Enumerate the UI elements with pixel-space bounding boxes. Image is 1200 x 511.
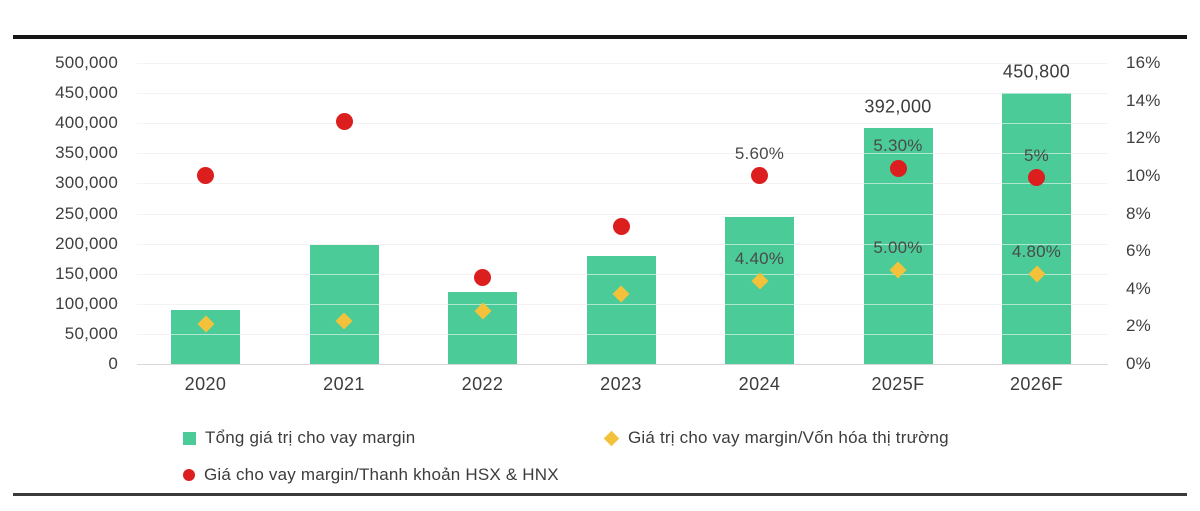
gridline-overlay: [137, 333, 1108, 335]
gridline-overlay: [137, 273, 1108, 275]
gridline-overlay: [137, 183, 1108, 185]
y-axis-right-tick-label: 14%: [1126, 90, 1161, 110]
red-dot-marker-2020: [197, 167, 214, 185]
diamond-value-label: 4.40%: [734, 249, 785, 269]
x-axis-category-label: 2022: [461, 374, 504, 394]
red-circle-icon: [183, 469, 195, 481]
y-axis-right-tick-label: 16%: [1126, 53, 1161, 72]
y-axis-left-tick-label: 500,000: [55, 53, 118, 72]
diamond-value-label: 4.80%: [1011, 241, 1062, 261]
red-dot-marker-2026F: [1028, 169, 1045, 187]
y-axis-right-tick-label: 10%: [1126, 165, 1161, 185]
red-dot-value-label: 5.60%: [734, 143, 785, 163]
red-dot-marker-2025F: [889, 159, 907, 177]
legend-label: Giá cho vay margin/Thanh khoản HSX & HNX: [204, 465, 559, 484]
y-axis-left-tick-label: 150,000: [55, 263, 118, 283]
y-axis-left-tick-label: 300,000: [55, 173, 118, 193]
x-axis-category-label: 2023: [600, 374, 642, 394]
y-axis-right-tick-label: 12%: [1126, 128, 1161, 148]
gridline-overlay: [137, 93, 1108, 95]
bar-value-label: 450,800: [1002, 61, 1071, 82]
x-axis-category-label: 2026F: [1009, 374, 1064, 394]
y-axis-right-tick-label: 6%: [1126, 241, 1151, 261]
yellow-diamond-icon: [603, 430, 620, 446]
x-axis-category-label: 2021: [323, 374, 365, 394]
diamond-value-label: 5.00%: [873, 237, 923, 257]
legend-item-margin-to-liquidity: Giá cho vay margin/Thanh khoản HSX & HNX: [183, 465, 559, 485]
y-axis-right-tick-label: 8%: [1126, 203, 1151, 223]
y-axis-left-tick-label: 250,000: [55, 203, 118, 223]
bar-2026F: [1002, 92, 1071, 364]
y-axis-right-tick-label: 4%: [1126, 278, 1151, 298]
bar-2023: [586, 255, 656, 364]
legend-item-margin-to-marketcap: Giá trị cho vay margin/Vốn hóa thị trườn…: [603, 428, 949, 448]
gridline-overlay: [137, 213, 1108, 215]
x-axis-category-label: 2024: [738, 374, 781, 394]
y-axis-left-tick-label: 350,000: [55, 143, 118, 163]
x-axis-category-label: 2020: [184, 374, 227, 394]
gridline-overlay: [137, 303, 1108, 305]
y-axis-left-tick-label: 50,000: [64, 323, 118, 343]
red-dot-marker-2022: [474, 268, 491, 286]
red-dot-value-label: 5.30%: [873, 136, 923, 156]
green-square-icon: [183, 431, 196, 445]
red-dot-value-label: 5%: [1024, 145, 1049, 165]
x-axis-category-label: 2025F: [871, 374, 925, 394]
y-axis-left-tick-label: 100,000: [55, 293, 118, 313]
legend-label: Giá trị cho vay margin/Vốn hóa thị trườn…: [628, 428, 949, 447]
y-axis-right-tick-label: 2%: [1126, 316, 1151, 336]
red-dot-marker-2023: [612, 218, 630, 236]
y-axis-left-tick-label: 400,000: [55, 113, 118, 133]
bottom-border-rule: [13, 493, 1187, 496]
y-axis-left-tick-label: 450,000: [55, 83, 118, 103]
top-border-rule: [13, 35, 1187, 39]
bar-2024: [725, 216, 794, 364]
gridline-overlay: [137, 123, 1108, 125]
red-dot-marker-2024: [751, 167, 768, 185]
y-axis-right-tick-label: 0%: [1126, 354, 1151, 373]
gridline-overlay: [137, 63, 1108, 64]
legend-item-total-margin: Tổng giá trị cho vay margin: [183, 428, 415, 448]
x-axis-line: [137, 364, 1108, 365]
gridline-overlay: [137, 153, 1108, 155]
gridline-overlay: [137, 243, 1108, 245]
bar-value-label: 392,000: [864, 96, 932, 117]
y-axis-left-tick-label: 200,000: [55, 233, 118, 253]
legend-label: Tổng giá trị cho vay margin: [205, 428, 416, 447]
y-axis-left-tick-label: 0: [108, 354, 118, 373]
red-dot-marker-2021: [335, 112, 353, 130]
